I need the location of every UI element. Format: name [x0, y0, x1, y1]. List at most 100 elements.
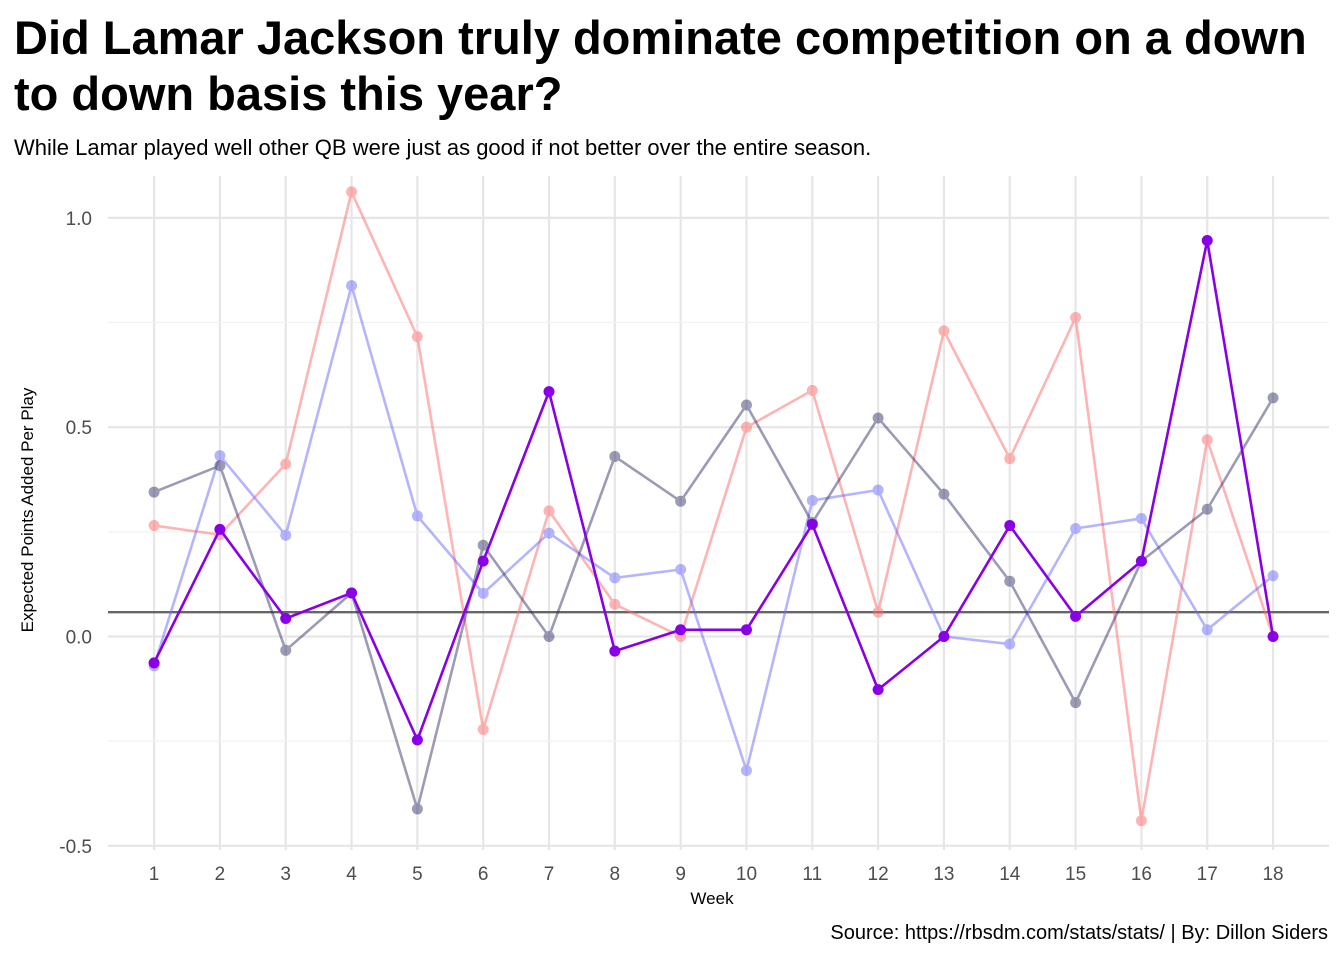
x-tick-label: 11 — [802, 864, 822, 885]
series-3 — [148, 392, 1279, 815]
data-point — [740, 764, 752, 776]
x-tick-label: 13 — [933, 864, 954, 885]
data-point — [214, 460, 226, 472]
data-point — [411, 510, 423, 522]
series-1 — [148, 186, 1279, 827]
data-point — [148, 520, 160, 532]
series-layer — [148, 186, 1279, 827]
data-point — [346, 587, 358, 599]
data-point — [609, 598, 621, 610]
series-4 — [148, 234, 1279, 746]
series-2 — [148, 280, 1279, 776]
data-point — [872, 484, 884, 496]
y-tick-label: 0.0 — [66, 627, 92, 648]
data-point — [609, 572, 621, 584]
data-point — [148, 657, 160, 669]
data-point — [543, 527, 555, 539]
series-line — [153, 190, 1275, 822]
data-point — [872, 606, 884, 618]
data-point — [1004, 575, 1016, 587]
data-point — [543, 630, 555, 642]
x-tick-label: 10 — [736, 864, 757, 885]
data-point — [1201, 234, 1213, 246]
data-point — [740, 624, 752, 636]
data-point — [740, 399, 752, 411]
data-point — [477, 723, 489, 735]
data-point — [1070, 522, 1082, 534]
data-point — [740, 421, 752, 433]
data-point — [872, 412, 884, 424]
data-point — [477, 555, 489, 567]
y-tick-label: -0.5 — [59, 837, 92, 858]
data-point — [675, 495, 687, 507]
x-tick-label: 4 — [346, 864, 357, 885]
x-tick-label: 14 — [999, 864, 1021, 885]
data-point — [477, 587, 489, 599]
x-tick-label: 2 — [215, 864, 226, 885]
data-point — [1070, 697, 1082, 709]
data-point — [609, 450, 621, 462]
x-tick-label: 3 — [280, 864, 291, 885]
data-point — [1201, 624, 1213, 636]
x-tick-label: 16 — [1131, 864, 1152, 885]
series-line — [153, 397, 1275, 811]
data-point — [1201, 503, 1213, 515]
x-tick-label: 7 — [544, 864, 555, 885]
data-point — [148, 486, 160, 498]
data-point — [411, 331, 423, 343]
axis-labels: 1 2 3 4 5 6 7 8 9 10 11 12 13 14 15 16 17 18-0.50.00.51.0 — [59, 209, 1283, 885]
x-tick-label: 1 — [149, 864, 160, 885]
data-point — [346, 280, 358, 292]
data-point — [1004, 453, 1016, 465]
y-tick-label: 1.0 — [66, 209, 92, 230]
data-point — [1135, 815, 1147, 827]
data-point — [938, 630, 950, 642]
data-point — [280, 458, 292, 470]
data-point — [214, 450, 226, 462]
x-tick-label: 15 — [1065, 864, 1086, 885]
data-point — [280, 644, 292, 656]
data-point — [214, 523, 226, 535]
x-tick-label: 18 — [1262, 864, 1283, 885]
data-point — [806, 494, 818, 506]
data-point — [543, 386, 555, 398]
data-point — [1267, 630, 1279, 642]
data-point — [1201, 434, 1213, 446]
data-point — [1004, 520, 1016, 532]
source-caption: Source: https://rbsdm.com/stats/stats/ |… — [830, 922, 1328, 944]
x-axis-title: Week — [690, 889, 734, 908]
data-point — [806, 518, 818, 530]
data-point — [280, 529, 292, 541]
data-point — [477, 539, 489, 551]
data-point — [346, 186, 358, 198]
data-point — [280, 612, 292, 624]
data-point — [872, 684, 884, 696]
data-point — [1267, 570, 1279, 582]
x-tick-label: 8 — [610, 864, 621, 885]
data-point — [411, 734, 423, 746]
data-point — [938, 488, 950, 500]
chart-subtitle: While Lamar played well other QB were ju… — [14, 135, 872, 160]
x-tick-label: 6 — [478, 864, 489, 885]
series-line — [152, 284, 1274, 772]
data-point — [1135, 555, 1147, 567]
data-point — [938, 325, 950, 337]
x-tick-label: 12 — [868, 864, 889, 885]
data-point — [1070, 311, 1082, 323]
data-point — [675, 564, 687, 576]
data-point — [609, 645, 621, 657]
data-point — [675, 624, 687, 636]
y-tick-label: 0.5 — [66, 418, 92, 439]
chart-title: Did Lamar Jackson truly dominate competi… — [14, 11, 1307, 120]
y-axis-title: Expected Points Added Per Play — [18, 387, 37, 632]
data-point — [1004, 638, 1016, 650]
x-tick-label: 9 — [675, 864, 686, 885]
data-point — [1267, 392, 1279, 404]
x-tick-label: 5 — [412, 864, 423, 885]
data-point — [411, 803, 423, 815]
data-point — [1070, 610, 1082, 622]
x-tick-label: 17 — [1197, 864, 1218, 885]
data-point — [1135, 512, 1147, 524]
data-point — [806, 384, 818, 396]
